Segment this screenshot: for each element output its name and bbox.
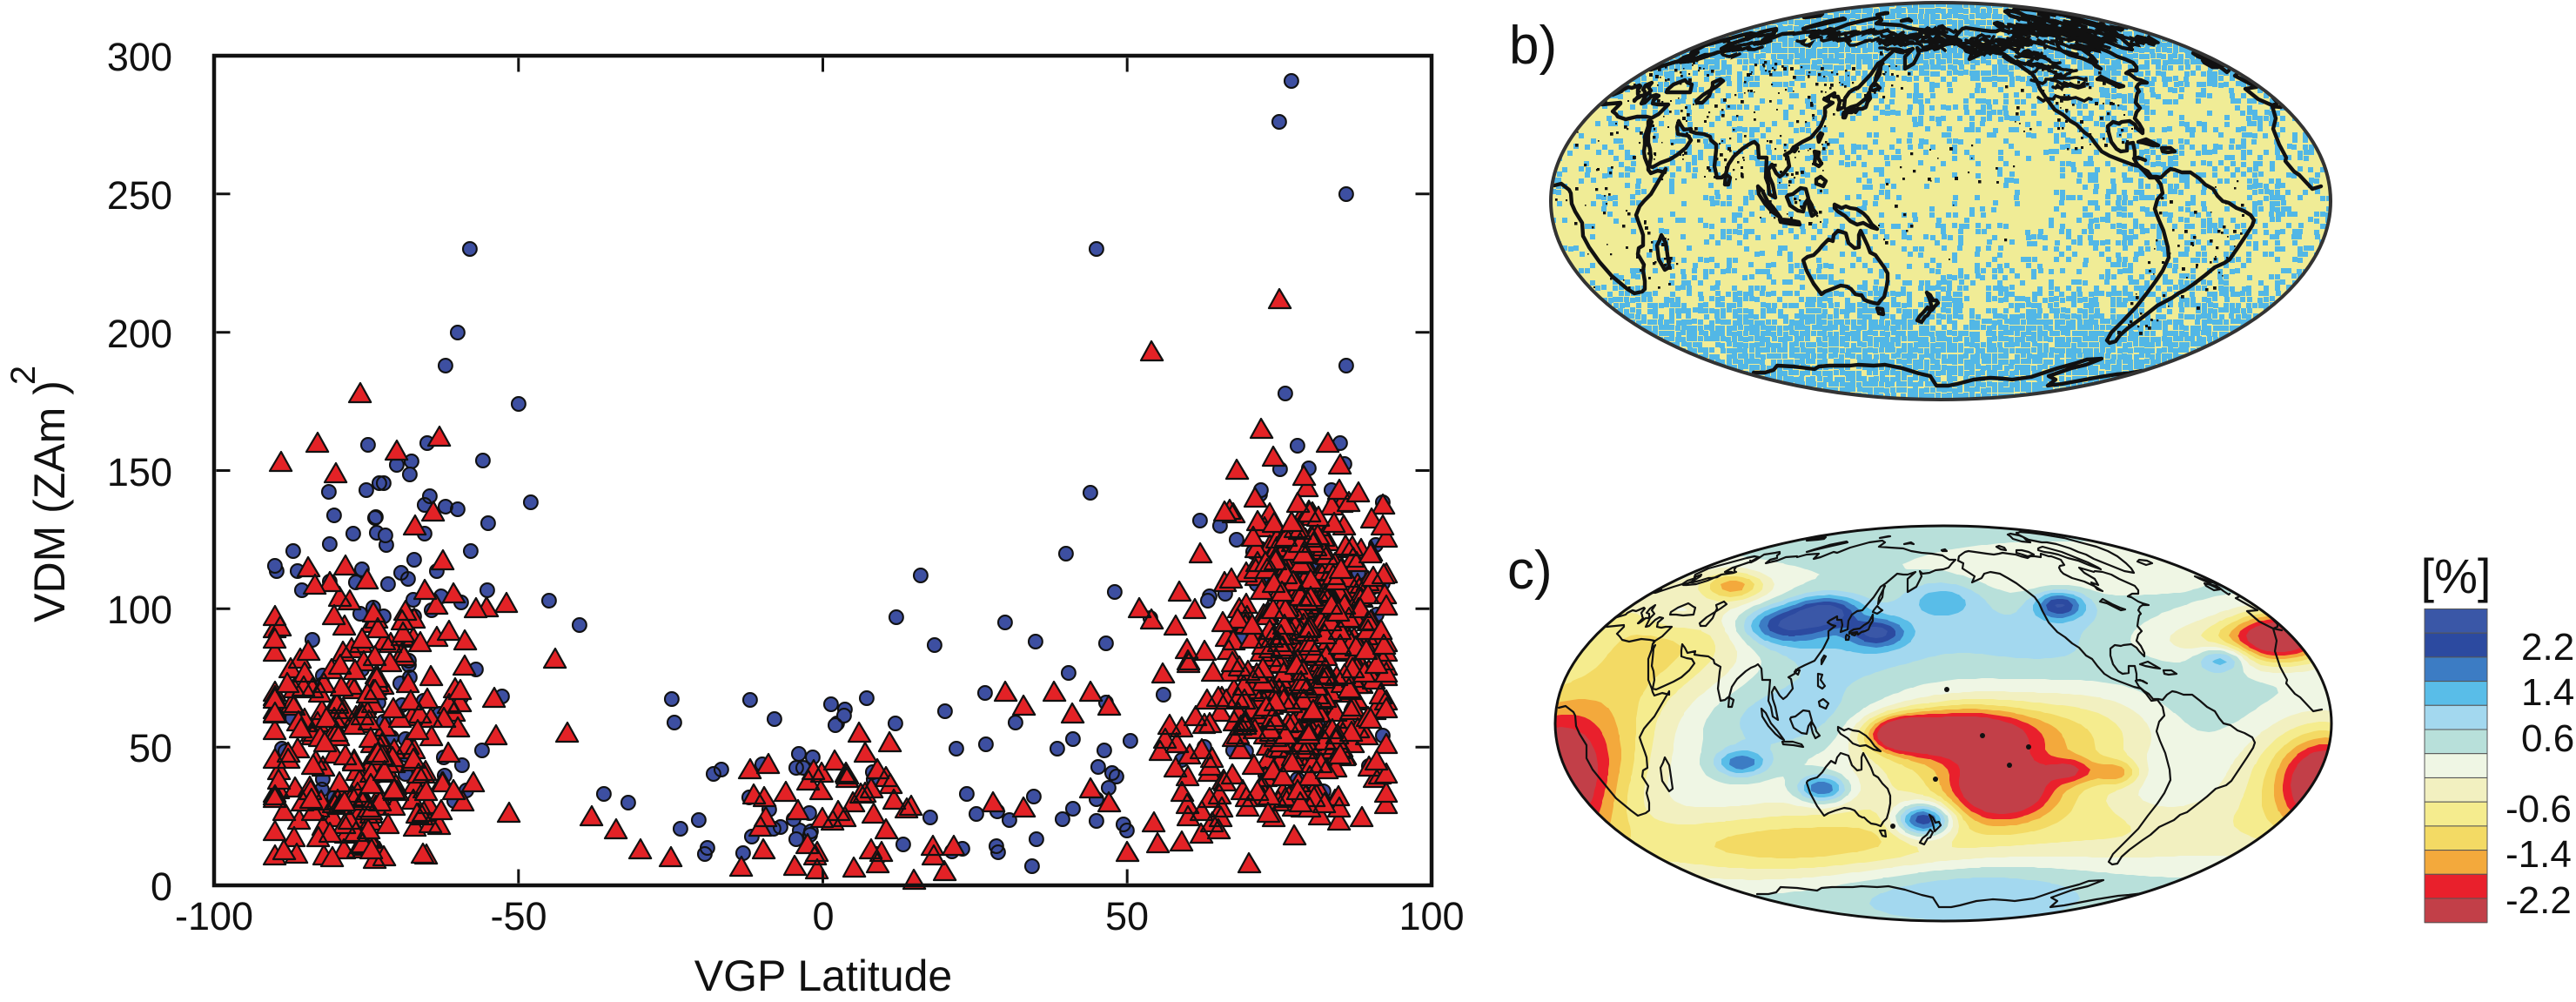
- svg-text:150: 150: [107, 450, 172, 494]
- svg-text:300: 300: [107, 35, 172, 79]
- svg-text:2: 2: [4, 366, 43, 385]
- svg-text:-50: -50: [490, 894, 547, 938]
- svg-text:-1.4: -1.4: [2506, 833, 2572, 876]
- svg-text:0.6: 0.6: [2521, 717, 2574, 760]
- svg-text:VDM (ZAm ): VDM (ZAm ): [25, 380, 74, 622]
- svg-text:-100: -100: [175, 894, 253, 938]
- svg-text:0: 0: [151, 864, 172, 909]
- svg-text:VGP Latitude: VGP Latitude: [694, 952, 953, 1000]
- svg-text:200: 200: [107, 312, 172, 356]
- svg-text:1.4: 1.4: [2521, 671, 2574, 714]
- svg-text:b): b): [1509, 16, 1557, 76]
- svg-text:50: 50: [1105, 894, 1149, 938]
- svg-text:-2.2: -2.2: [2506, 879, 2572, 922]
- svg-text:50: 50: [129, 726, 172, 770]
- svg-text:c): c): [1507, 541, 1553, 601]
- svg-text:100: 100: [1399, 894, 1464, 938]
- svg-text:[%]: [%]: [2421, 548, 2492, 603]
- svg-text:2.2: 2.2: [2521, 626, 2574, 669]
- svg-text:250: 250: [107, 173, 172, 218]
- svg-text:0: 0: [812, 894, 834, 938]
- svg-text:-0.6: -0.6: [2506, 788, 2572, 831]
- svg-text:100: 100: [107, 588, 172, 632]
